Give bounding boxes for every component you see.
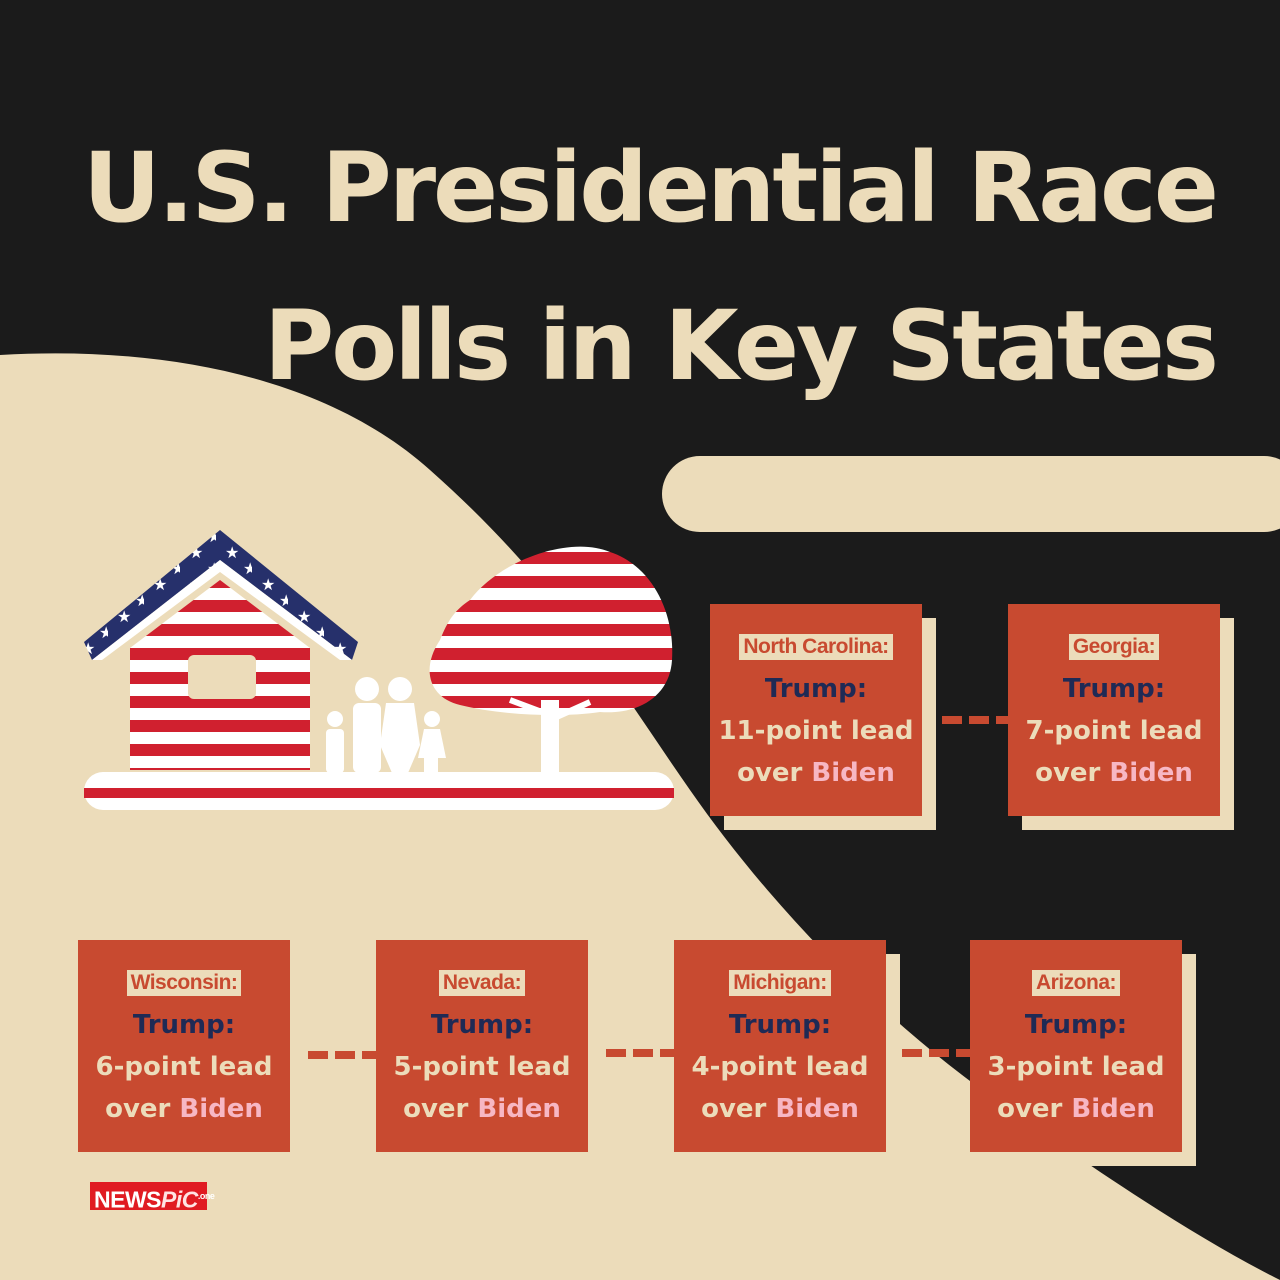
opponent-name: Biden bbox=[477, 1094, 561, 1124]
cream-wave bbox=[0, 353, 1280, 1280]
connector-mi-az bbox=[902, 1049, 970, 1057]
lead-text: 3-point lead bbox=[987, 1052, 1165, 1082]
lead-text: 5-point lead bbox=[393, 1052, 571, 1082]
lead-text: 7-point lead bbox=[1025, 716, 1203, 746]
opponent-name: Biden bbox=[1071, 1094, 1155, 1124]
poll-card-north-carolina: North Carolina: Trump: 11-point lead ove… bbox=[710, 604, 936, 830]
flag-house-icon bbox=[84, 530, 358, 770]
poll-card-michigan: Michigan: Trump: 4-point lead over Biden bbox=[674, 940, 900, 1166]
opponent-name: Biden bbox=[811, 758, 895, 788]
title-line-2: Polls in Key States bbox=[263, 290, 1219, 402]
flag-tree-icon bbox=[429, 546, 673, 773]
poll-card-georgia: Georgia: Trump: 7-point lead over Biden bbox=[1008, 604, 1234, 830]
title-line-1: U.S. Presidential Race bbox=[82, 132, 1219, 244]
state-label: North Carolina: bbox=[739, 634, 893, 660]
candidate-label: Trump: bbox=[728, 1010, 832, 1040]
connector-nc-ga bbox=[942, 716, 1008, 724]
family-icon bbox=[326, 677, 446, 773]
logo-pic: PiC bbox=[161, 1186, 198, 1213]
over-text: over bbox=[403, 1094, 469, 1124]
candidate-label: Trump: bbox=[1062, 674, 1166, 704]
lead-text: 4-point lead bbox=[691, 1052, 869, 1082]
over-text: over bbox=[701, 1094, 767, 1124]
candidate-label: Trump: bbox=[1024, 1010, 1128, 1040]
newspic-logo: NEWSPiC.one bbox=[90, 1182, 215, 1213]
state-label: Nevada: bbox=[438, 970, 526, 996]
lead-text: 6-point lead bbox=[95, 1052, 273, 1082]
poll-card-nevada: Nevada: Trump: 5-point lead over Biden bbox=[376, 940, 602, 1166]
state-label: Arizona: bbox=[1032, 970, 1120, 996]
decorative-pill bbox=[662, 456, 1280, 532]
connector-wi-nv bbox=[308, 1051, 376, 1059]
state-label: Wisconsin: bbox=[126, 970, 242, 996]
state-label: Michigan: bbox=[729, 970, 831, 996]
poll-card-wisconsin: Wisconsin: Trump: 6-point lead over Bide… bbox=[78, 940, 304, 1166]
over-text: over bbox=[105, 1094, 171, 1124]
over-text: over bbox=[737, 758, 803, 788]
opponent-name: Biden bbox=[179, 1094, 263, 1124]
candidate-label: Trump: bbox=[430, 1010, 534, 1040]
ground-icon bbox=[84, 772, 674, 810]
candidate-label: Trump: bbox=[132, 1010, 236, 1040]
lead-text: 11-point lead bbox=[718, 716, 914, 746]
candidate-label: Trump: bbox=[764, 674, 868, 704]
logo-suffix: .one bbox=[197, 1191, 215, 1201]
state-label: Georgia: bbox=[1068, 634, 1160, 660]
opponent-name: Biden bbox=[1109, 758, 1193, 788]
poll-card-arizona: Arizona: Trump: 3-point lead over Biden bbox=[970, 940, 1196, 1166]
opponent-name: Biden bbox=[775, 1094, 859, 1124]
logo-news: NEWS bbox=[94, 1186, 162, 1213]
over-text: over bbox=[1035, 758, 1101, 788]
over-text: over bbox=[997, 1094, 1063, 1124]
connector-nv-mi bbox=[606, 1049, 674, 1057]
